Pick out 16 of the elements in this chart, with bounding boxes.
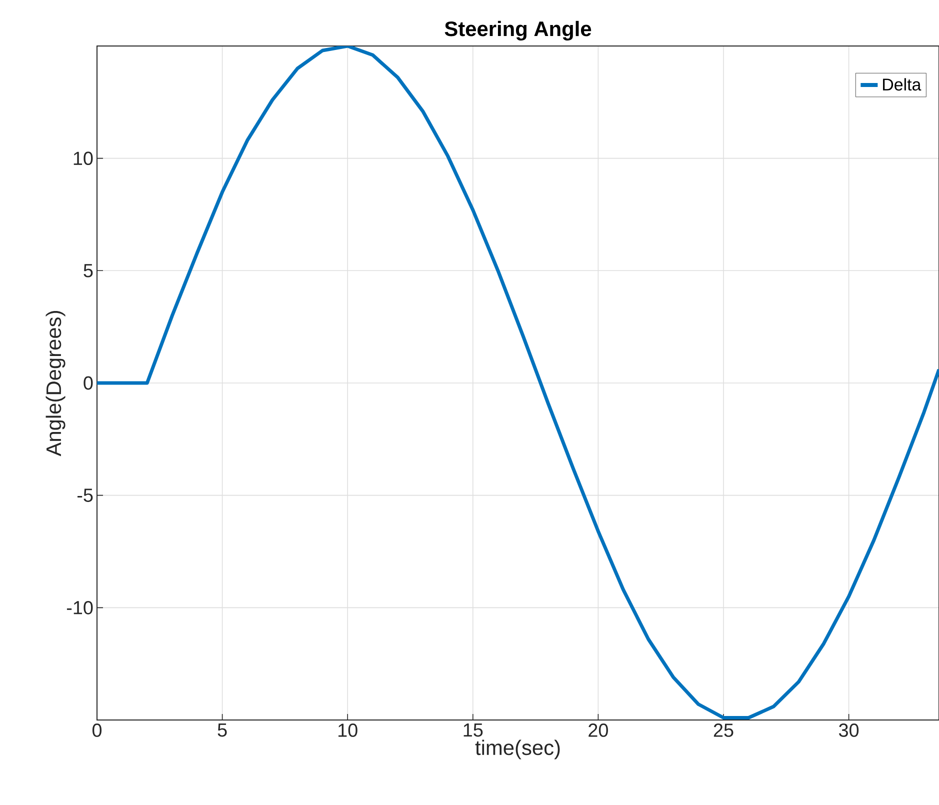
x-axis-title: time(sec): [475, 740, 560, 760]
x-tick-label: 5: [218, 724, 227, 737]
x-tick-label: 15: [464, 724, 483, 737]
chart-title: Steering Angle: [444, 20, 592, 40]
y-tick-label: -10: [66, 600, 93, 614]
x-tick-label: 25: [714, 724, 734, 737]
y-tick-label: 0: [84, 376, 93, 390]
legend-label: Delta: [883, 78, 922, 91]
y-tick-label: 10: [74, 152, 93, 166]
y-axis-title: Angle(Degrees): [46, 311, 66, 456]
y-tick-label: 5: [84, 264, 93, 278]
x-tick-label: 0: [92, 724, 102, 737]
y-tick-label: -5: [77, 488, 93, 502]
x-tick-label: 30: [838, 724, 859, 737]
x-tick-label: 20: [588, 724, 608, 737]
x-tick-label: 10: [338, 724, 358, 737]
